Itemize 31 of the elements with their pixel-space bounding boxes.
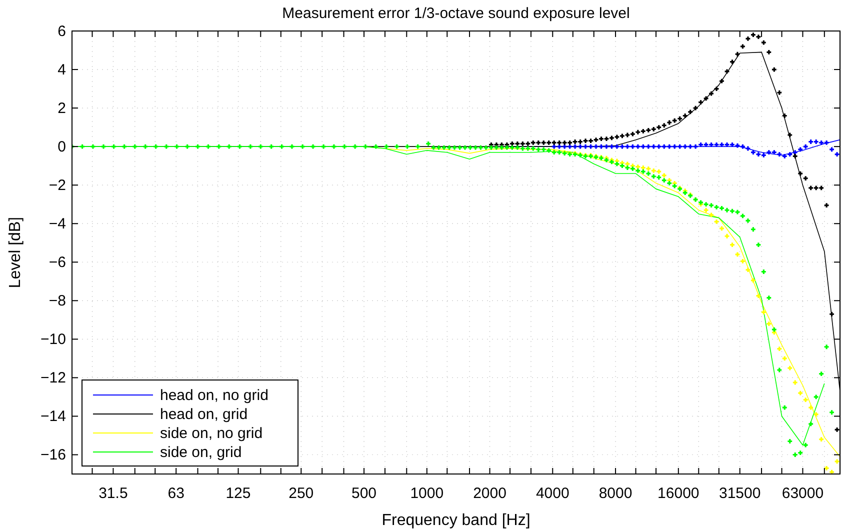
legend-label: head on, no grid	[160, 387, 268, 404]
x-tick-label: 8000	[598, 485, 632, 502]
y-tick-label: −12	[40, 370, 66, 387]
x-axis-title: Frequency band [Hz]	[382, 512, 530, 529]
y-tick-label: 6	[58, 23, 66, 40]
y-axis-title: Level [dB]	[7, 216, 24, 288]
x-tick-label: 500	[351, 485, 377, 502]
legend-label: head on, grid	[160, 406, 248, 423]
x-tick-label: 31500	[719, 485, 761, 502]
legend-label: side on, no grid	[160, 425, 263, 442]
x-tick-label: 16000	[658, 485, 700, 502]
x-tick-label: 31.5	[98, 485, 128, 502]
x-tick-label: 250	[288, 485, 314, 502]
legend-label: side on, grid	[160, 444, 242, 461]
y-tick-label: 0	[58, 138, 66, 156]
x-tick-label: 63000	[782, 485, 824, 502]
x-tick-label: 125	[226, 485, 251, 502]
y-tick-label: −14	[40, 408, 66, 426]
x-tick-label: 1000	[410, 485, 444, 502]
y-tick-label: −2	[48, 177, 66, 194]
x-tick-label: 63	[168, 485, 184, 502]
x-tick-label: 4000	[536, 485, 570, 502]
y-tick-label: −8	[48, 292, 66, 310]
x-tick-label: 2000	[473, 485, 506, 502]
y-tick-label: −4	[48, 216, 66, 233]
y-tick-label: −6	[48, 254, 66, 272]
y-tick-label: 2	[58, 100, 66, 118]
chart-title: Measurement error 1/3-octave sound exposure level	[282, 5, 630, 22]
y-tick-label: −16	[40, 446, 66, 464]
y-tick-label: −10	[40, 331, 66, 348]
y-tick-label: 4	[58, 62, 66, 79]
